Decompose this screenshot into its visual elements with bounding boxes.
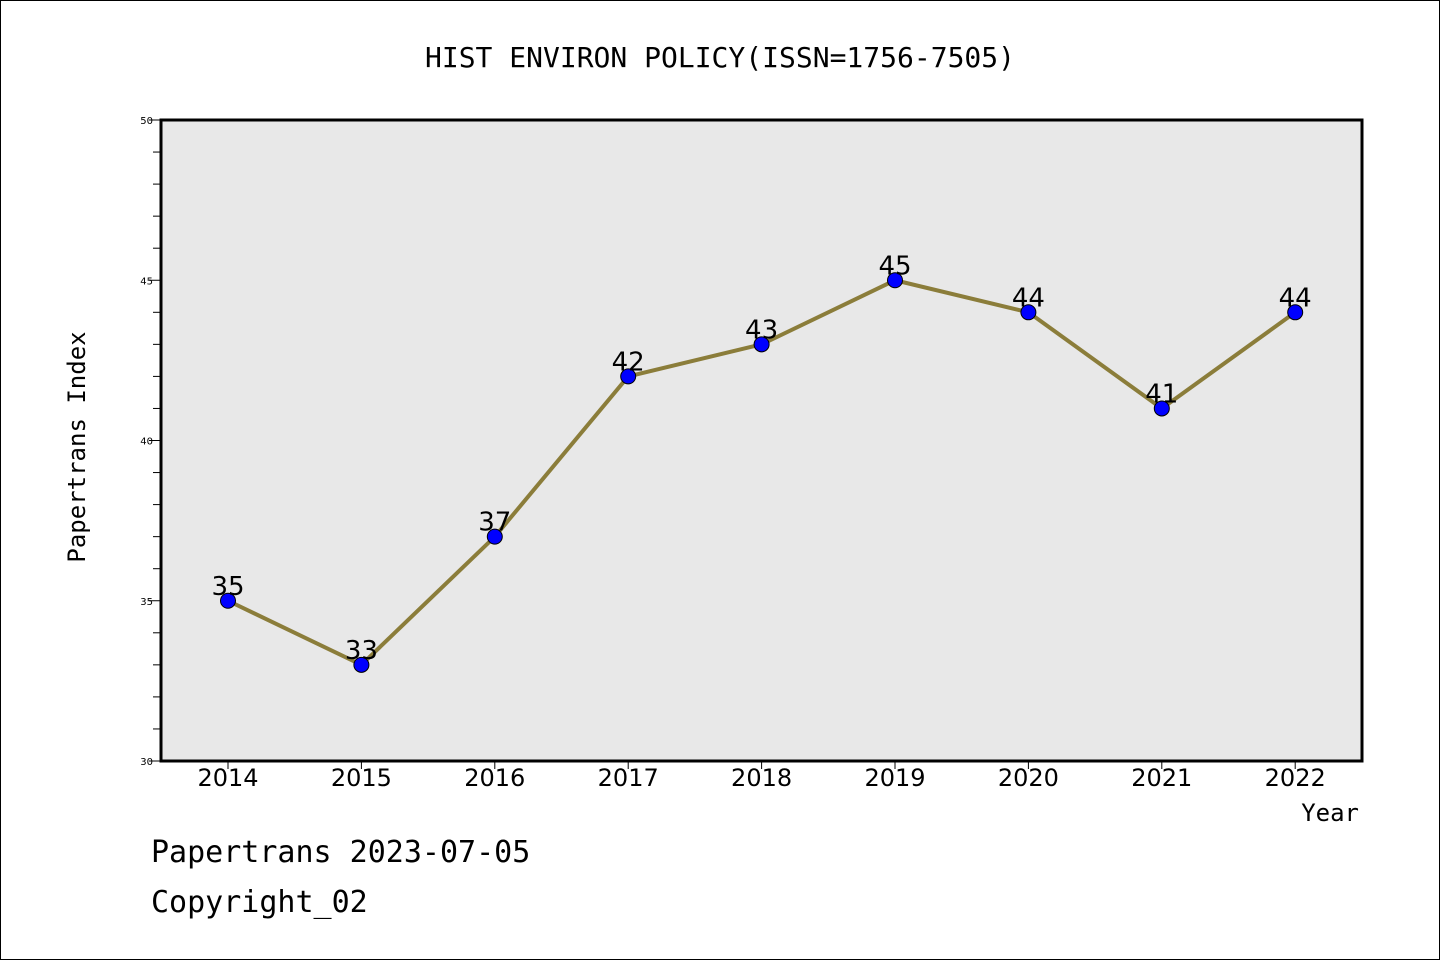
data-label: 33 — [345, 636, 378, 666]
data-label: 41 — [1145, 379, 1178, 409]
data-label: 45 — [878, 251, 911, 281]
data-labels: 35 33 37 42 43 45 44 41 44 — [211, 251, 1311, 666]
x-tick-label: 2017 — [598, 764, 659, 792]
plot-area — [159, 118, 1364, 763]
data-point — [353, 656, 370, 673]
data-point — [620, 368, 637, 385]
data-label: 35 — [211, 572, 244, 602]
y-tick-label: 40 — [140, 437, 153, 448]
y-tick-label: 30 — [140, 757, 153, 768]
x-axis-label: Year — [1301, 799, 1359, 827]
x-axis: 2014 2015 2016 2017 2018 2019 2020 2021 2022 — [197, 761, 1326, 792]
data-point — [753, 336, 770, 353]
data-point — [486, 528, 503, 545]
x-tick-label: 2018 — [731, 764, 792, 792]
data-points — [220, 272, 1304, 673]
data-point — [1287, 304, 1304, 321]
data-point — [887, 272, 903, 289]
y-axis: 30 35 40 45 50 — [140, 116, 161, 768]
x-tick-label: 2019 — [864, 764, 925, 792]
footer-date: Papertrans 2023-07-05 — [151, 835, 531, 870]
x-tick-label: 2015 — [331, 764, 392, 792]
y-tick-label: 35 — [140, 597, 153, 608]
data-label: 44 — [1012, 283, 1045, 313]
data-label: 42 — [612, 347, 645, 377]
data-label: 43 — [745, 315, 778, 345]
y-tick-label: 45 — [140, 276, 153, 287]
footer-copyright: Copyright_02 — [151, 885, 368, 920]
y-tick-label: 50 — [140, 116, 153, 127]
x-tick-label: 2022 — [1265, 764, 1326, 792]
data-label: 44 — [1279, 283, 1312, 313]
data-point — [220, 592, 236, 609]
data-point — [1020, 304, 1037, 321]
data-point — [1153, 400, 1170, 417]
x-tick-label: 2014 — [197, 764, 258, 792]
x-tick-label: 2020 — [998, 764, 1059, 792]
x-tick-label: 2016 — [464, 764, 525, 792]
chart-title: HIST ENVIRON POLICY(ISSN=1756-7505) — [425, 41, 1015, 74]
y-axis-label: Papertrans Index — [63, 331, 91, 562]
data-label: 37 — [478, 508, 511, 538]
x-tick-label: 2021 — [1131, 764, 1192, 792]
